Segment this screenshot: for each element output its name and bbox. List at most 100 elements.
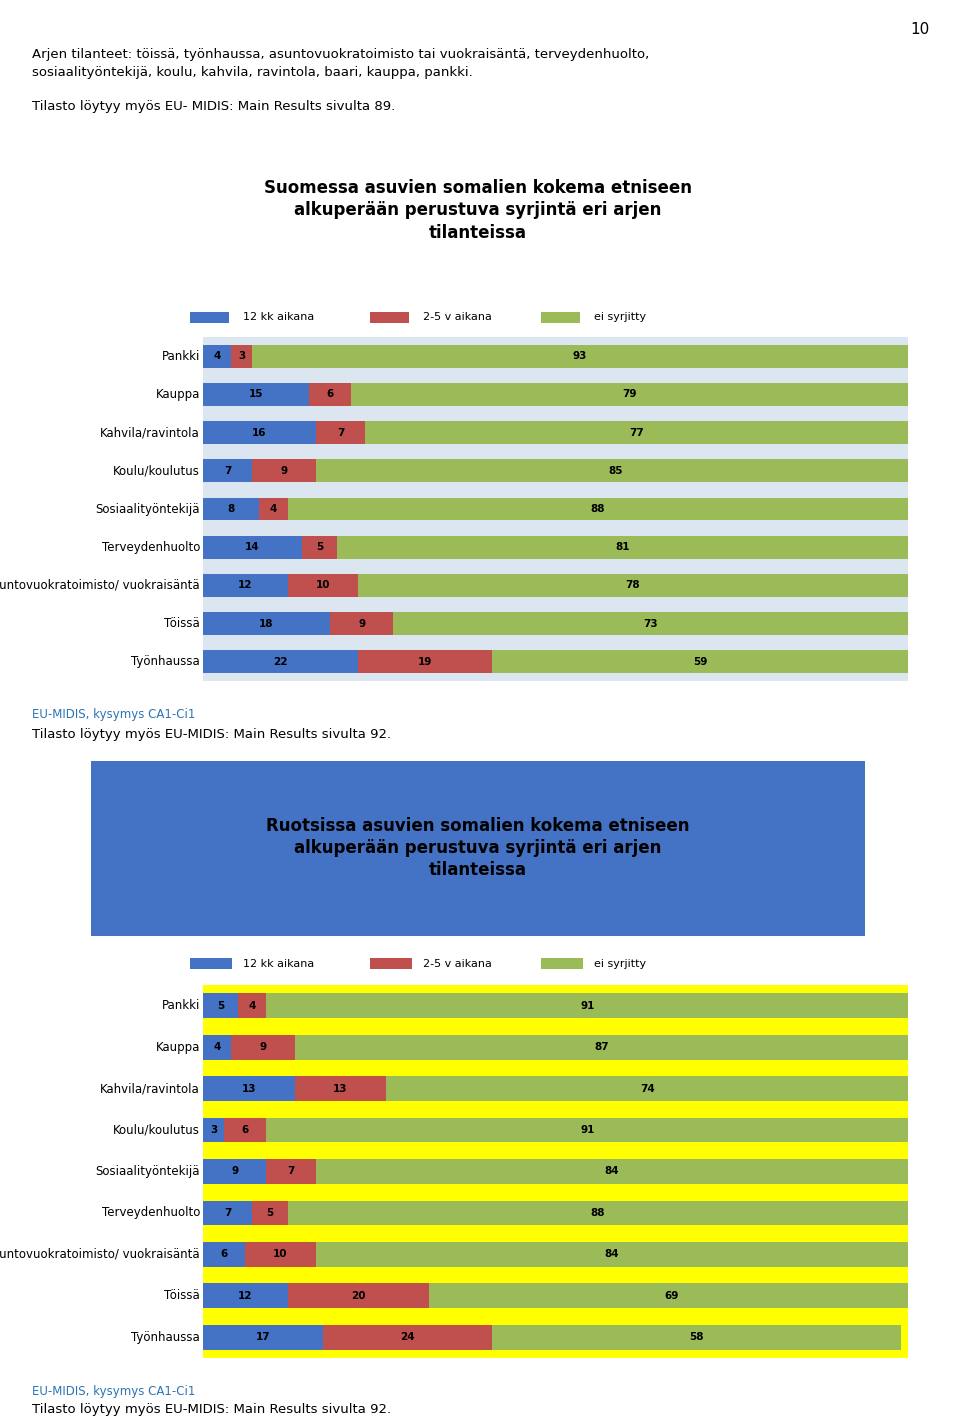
Text: 91: 91 <box>580 1125 594 1135</box>
Bar <box>252 459 316 482</box>
Text: 8: 8 <box>228 503 235 513</box>
Bar <box>428 1283 915 1308</box>
Text: Arjen tilanteet: töissä, työnhaussa, asuntovuokratoimisto tai vuokraisäntä, terv: Arjen tilanteet: töissä, työnhaussa, asu… <box>32 48 649 61</box>
Text: 84: 84 <box>605 1249 619 1259</box>
Text: 10: 10 <box>274 1249 288 1259</box>
Bar <box>295 1077 386 1101</box>
Text: 78: 78 <box>626 580 640 590</box>
Text: 19: 19 <box>418 657 432 667</box>
Bar <box>203 1242 246 1266</box>
Text: Kahvila/ravintola: Kahvila/ravintola <box>100 1082 200 1095</box>
Text: 59: 59 <box>693 657 708 667</box>
Bar <box>316 1242 908 1266</box>
FancyBboxPatch shape <box>541 312 580 322</box>
Text: ei syrjitty: ei syrjitty <box>593 312 646 322</box>
Text: 7: 7 <box>287 1166 295 1176</box>
Text: 85: 85 <box>609 466 623 476</box>
Bar <box>358 575 908 597</box>
Text: 87: 87 <box>594 1042 609 1052</box>
Bar <box>288 498 908 520</box>
FancyBboxPatch shape <box>370 312 409 322</box>
Bar <box>267 1118 908 1142</box>
Bar <box>295 1035 908 1060</box>
Bar <box>316 1159 908 1184</box>
Bar <box>252 345 908 368</box>
Text: 69: 69 <box>664 1291 679 1301</box>
Text: 24: 24 <box>400 1332 415 1342</box>
FancyBboxPatch shape <box>190 958 231 970</box>
Text: EU-MIDIS, kysymys CA1-Ci1: EU-MIDIS, kysymys CA1-Ci1 <box>32 1385 196 1397</box>
Text: 73: 73 <box>643 619 658 629</box>
Text: 15: 15 <box>249 389 263 399</box>
Text: Pankki: Pankki <box>161 349 200 362</box>
Bar <box>358 650 492 673</box>
Bar <box>316 459 915 482</box>
Text: 13: 13 <box>242 1084 256 1094</box>
FancyBboxPatch shape <box>190 312 228 322</box>
Text: Sosiaalityöntekijä: Sosiaalityöntekijä <box>95 1165 200 1178</box>
Bar <box>203 536 301 559</box>
Bar <box>203 382 309 406</box>
Text: 91: 91 <box>580 1001 594 1011</box>
Text: EU-MIDIS, kysymys CA1-Ci1: EU-MIDIS, kysymys CA1-Ci1 <box>32 707 196 722</box>
Text: 2-5 v aikana: 2-5 v aikana <box>422 312 492 322</box>
Text: Koulu/koulutus: Koulu/koulutus <box>113 1124 200 1137</box>
Bar <box>288 1283 428 1308</box>
Text: Asuntovuokratoimisto/ vuokraisäntä: Asuntovuokratoimisto/ vuokraisäntä <box>0 1248 200 1261</box>
Text: 3: 3 <box>238 351 246 361</box>
FancyBboxPatch shape <box>370 958 412 970</box>
Bar <box>203 459 252 482</box>
Bar <box>386 1077 908 1101</box>
Text: Kahvila/ravintola: Kahvila/ravintola <box>100 426 200 439</box>
Bar <box>351 382 908 406</box>
Text: 7: 7 <box>224 1208 231 1218</box>
Text: 88: 88 <box>590 503 605 513</box>
Text: 16: 16 <box>252 428 267 438</box>
Text: 20: 20 <box>350 1291 366 1301</box>
Text: 10: 10 <box>911 21 930 37</box>
Bar <box>492 1325 900 1350</box>
Bar <box>203 345 231 368</box>
Text: 4: 4 <box>249 1001 256 1011</box>
Text: Asuntovuokratoimisto/ vuokraisäntä: Asuntovuokratoimisto/ vuokraisäntä <box>0 579 200 592</box>
Text: 81: 81 <box>615 542 630 552</box>
Bar <box>330 612 394 635</box>
Text: 2-5 v aikana: 2-5 v aikana <box>422 958 492 968</box>
Bar <box>309 382 351 406</box>
Bar <box>203 1118 224 1142</box>
Text: Tilasto löytyy myös EU- MIDIS: Main Results sivulta 89.: Tilasto löytyy myös EU- MIDIS: Main Resu… <box>32 100 396 113</box>
Text: 9: 9 <box>280 466 288 476</box>
Text: 12: 12 <box>238 1291 252 1301</box>
Text: 22: 22 <box>274 657 288 667</box>
Bar <box>316 421 365 443</box>
Text: Terveydenhuolto: Terveydenhuolto <box>102 540 200 553</box>
Text: 6: 6 <box>326 389 333 399</box>
Bar <box>288 1201 908 1225</box>
Bar <box>203 612 330 635</box>
Bar <box>203 650 358 673</box>
Text: 5: 5 <box>217 1001 225 1011</box>
Bar <box>288 575 358 597</box>
Text: ei syrjitty: ei syrjitty <box>593 958 646 968</box>
Text: Ruotsissa asuvien somalien kokema etniseen
alkuperään perustuva syrjintä eri arj: Ruotsissa asuvien somalien kokema etnise… <box>266 817 689 880</box>
Text: Töissä: Töissä <box>164 617 200 630</box>
Text: Pankki: Pankki <box>161 1000 200 1012</box>
Text: Kauppa: Kauppa <box>156 1041 200 1054</box>
Text: Tilasto löytyy myös EU-MIDIS: Main Results sivulta 92.: Tilasto löytyy myös EU-MIDIS: Main Resul… <box>32 1403 391 1416</box>
Text: Tilasto löytyy myös EU-MIDIS: Main Results sivulta 92.: Tilasto löytyy myös EU-MIDIS: Main Resul… <box>32 729 391 742</box>
Text: Töissä: Töissä <box>164 1289 200 1302</box>
Text: 3: 3 <box>210 1125 217 1135</box>
Text: 12 kk aikana: 12 kk aikana <box>243 312 314 322</box>
Text: 12 kk aikana: 12 kk aikana <box>243 958 314 968</box>
Text: Kauppa: Kauppa <box>156 388 200 401</box>
Bar <box>267 994 908 1018</box>
FancyBboxPatch shape <box>541 958 583 970</box>
FancyBboxPatch shape <box>91 130 865 291</box>
Text: 7: 7 <box>224 466 231 476</box>
Bar <box>337 536 908 559</box>
Text: 77: 77 <box>629 428 644 438</box>
Bar <box>252 1201 288 1225</box>
Bar <box>323 1325 492 1350</box>
Bar <box>224 1118 267 1142</box>
Text: 9: 9 <box>231 1166 238 1176</box>
